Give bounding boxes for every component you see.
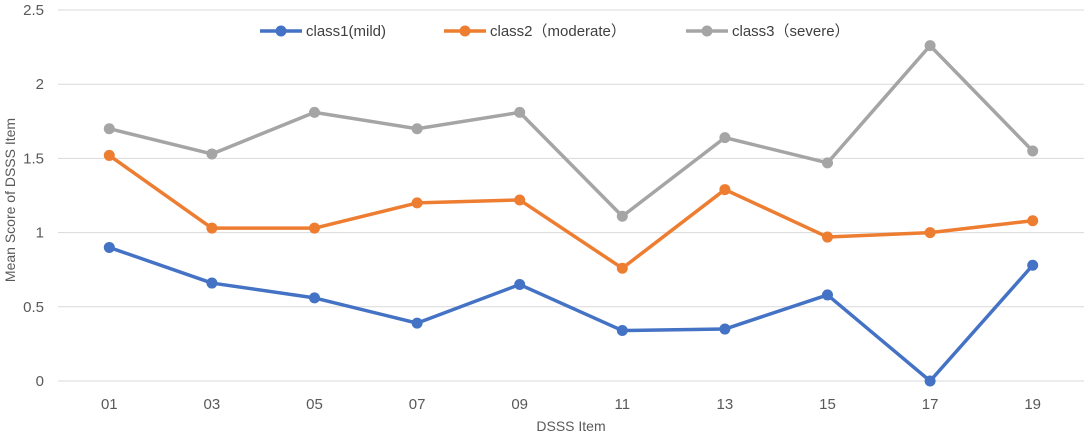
legend-swatch-marker [275, 25, 287, 37]
x-tick-label: 09 [511, 396, 528, 413]
data-point [206, 222, 218, 234]
legend-swatch-marker [701, 25, 713, 37]
legend-item: class1(mild) [260, 23, 386, 40]
x-axis-ticks: 01 03 05 07 09 11 13 15 17 19 [101, 396, 1041, 413]
series-line [108, 245, 1035, 383]
data-point [411, 123, 423, 135]
data-point [822, 231, 833, 243]
data-point [514, 279, 526, 291]
x-axis-title: DSSS Item [536, 418, 605, 434]
data-point [103, 149, 115, 161]
series-line [108, 43, 1034, 219]
y-tick-label: 1.5 [23, 150, 44, 167]
y-axis-title: Mean Score of DSSS Item [2, 118, 18, 282]
gridlines [58, 9, 1084, 382]
legend: class1(mild) class2（moderate） class3（sever… [260, 23, 850, 40]
x-tick-label: 05 [306, 396, 323, 413]
x-tick-label: 17 [922, 396, 939, 413]
data-point [924, 40, 936, 52]
legend-swatch-marker [459, 25, 471, 37]
data-point [206, 148, 218, 160]
legend-label: class3（severe） [732, 23, 850, 40]
data-point [616, 325, 628, 337]
x-tick-label: 01 [101, 396, 118, 413]
data-point [103, 123, 115, 135]
y-axis-ticks: 0 0.5 1 1.5 2 2.5 [23, 2, 44, 390]
y-tick-label: 0.5 [23, 299, 44, 316]
x-tick-label: 03 [204, 396, 221, 413]
legend-item: class3（severe） [686, 23, 850, 40]
data-point [924, 375, 936, 387]
data-point [616, 210, 628, 222]
series-group [103, 40, 1039, 387]
data-point [719, 323, 731, 335]
data-point [719, 132, 731, 144]
y-tick-label: 2.5 [23, 2, 44, 19]
data-point [309, 222, 320, 234]
data-point [309, 292, 320, 304]
legend-label: class2（moderate） [490, 23, 626, 40]
data-point [1027, 215, 1039, 227]
x-tick-label: 11 [615, 396, 631, 413]
series-2 [103, 149, 1039, 274]
data-point [924, 227, 936, 239]
data-point [206, 277, 218, 289]
data-point [616, 262, 628, 274]
data-point [309, 106, 320, 118]
data-point [822, 157, 833, 169]
y-tick-label: 0 [36, 373, 44, 390]
x-tick-label: 15 [819, 396, 836, 413]
x-tick-label: 13 [717, 396, 734, 413]
legend-label: class1(mild) [306, 23, 386, 40]
data-point [822, 289, 833, 301]
legend-item: class2（moderate） [444, 23, 626, 40]
data-point [514, 106, 526, 118]
data-point [1027, 259, 1039, 271]
x-tick-label: 07 [409, 396, 426, 413]
data-point [411, 197, 423, 209]
data-point [411, 317, 423, 329]
data-point [103, 241, 115, 253]
x-tick-label: 19 [1024, 396, 1041, 413]
y-tick-label: 2 [36, 76, 44, 93]
y-tick-label: 1 [36, 225, 44, 242]
series-1 [103, 241, 1039, 387]
data-point [514, 194, 526, 206]
data-point [1027, 145, 1039, 157]
series-3 [103, 40, 1039, 222]
data-point [719, 184, 731, 196]
series-line [108, 154, 1033, 270]
